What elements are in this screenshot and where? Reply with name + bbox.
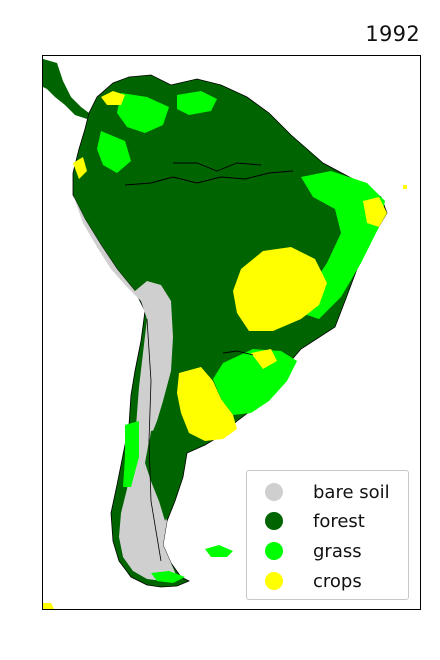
patagonia-forest-band xyxy=(147,427,185,521)
orinoco-grass-region xyxy=(177,91,217,115)
amazon-grass-region xyxy=(97,131,131,173)
andes-border-line xyxy=(146,318,162,562)
bare-soil-swatch-icon xyxy=(265,483,283,501)
legend-item-crops: crops xyxy=(265,568,362,594)
legend-item-grass: grass xyxy=(265,538,362,564)
grass-swatch-icon xyxy=(265,542,283,560)
andes-grass-patch xyxy=(123,421,139,487)
northern-grass-region xyxy=(117,93,169,133)
pampas-crops-region xyxy=(177,367,237,441)
legend-label-grass: grass xyxy=(313,540,362,562)
colombia-crops-region xyxy=(73,157,87,179)
parana-border-line xyxy=(222,350,254,356)
legend-label-forest: forest xyxy=(313,510,365,532)
northeast-crops-region xyxy=(363,197,387,227)
map-frame xyxy=(42,55,421,610)
map-legend: bare soil forest grass crops xyxy=(246,470,409,600)
tierra-del-fuego-grass-region xyxy=(151,571,185,583)
bare-soil-region xyxy=(73,195,177,581)
falklands-grass-region xyxy=(205,545,233,557)
crops-swatch-icon xyxy=(265,572,283,590)
corner-crops-region xyxy=(43,603,54,609)
legend-item-bare-soil: bare soil xyxy=(265,479,390,505)
legend-label-bare-soil: bare soil xyxy=(313,481,390,503)
land-cover-map xyxy=(43,59,407,609)
northern-border-line xyxy=(173,162,262,172)
central-brazil-crops-region xyxy=(233,247,327,331)
legend-label-crops: crops xyxy=(313,570,362,592)
caribbean-coast-crops-region xyxy=(101,91,125,105)
pampas-grass-region xyxy=(213,349,297,415)
atlantic-island-dot xyxy=(403,185,407,189)
forest-swatch-icon xyxy=(265,512,283,530)
southern-brazil-crops-region xyxy=(251,349,277,369)
central-america-forest-region xyxy=(43,59,89,119)
amazon-river-line xyxy=(124,170,294,186)
map-title: 1992 xyxy=(365,22,420,46)
legend-item-forest: forest xyxy=(265,508,365,534)
